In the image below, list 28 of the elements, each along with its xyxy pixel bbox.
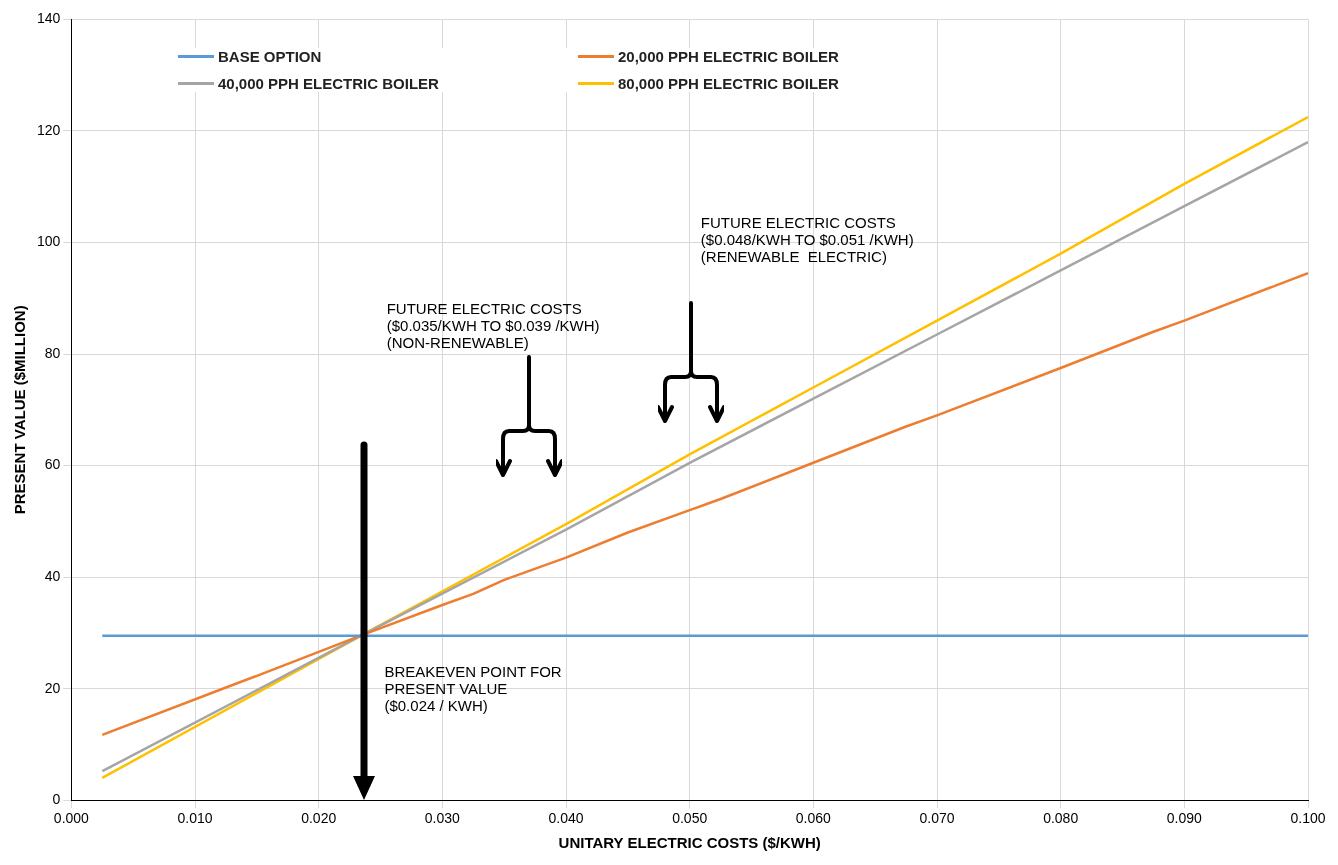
x-tick-label: 0.030 [424,810,461,827]
x-tick-label: 0.040 [548,810,584,827]
x-tick-label: 0.010 [177,810,213,827]
x-tick-label: 0.000 [53,810,90,827]
x-tick-label: 0.050 [672,810,708,827]
x-tick-label: 0.020 [301,810,337,827]
y-tick-label: 60 [44,456,61,473]
x-tick-label: 0.060 [795,810,832,827]
legend-label: 40,000 PPH ELECTRIC BOILER [218,75,439,92]
y-tick-label: 20 [44,679,61,696]
y-tick-label: 40 [44,567,61,584]
y-tick-label: 120 [37,121,61,138]
legend-label: 80,000 PPH ELECTRIC BOILER [618,75,839,92]
y-tick-label: 140 [37,10,61,27]
x-axis-title: UNITARY ELECTRIC COSTS ($/KWH) [558,834,821,852]
annotation: BREAKEVEN POINT FOR PRESENT VALUE ($0.024 / KWH) [384,662,562,714]
y-tick-label: 100 [37,233,61,250]
legend-label: 20,000 PPH ELECTRIC BOILER [618,48,839,65]
y-tick-label: 80 [44,344,61,361]
y-axis-title: PRESENT VALUE ($MILLION) [11,305,29,515]
annotation: FUTURE ELECTRIC COSTS ($0.048/KWH TO $0.051 /KWH) (RENEWABLE ELECTRIC) [700,213,914,265]
annotation: FUTURE ELECTRIC COSTS ($0.035/KWH TO $0.039 /KWH) (NON-RENEWABLE) [386,300,600,352]
x-tick-label: 0.090 [1166,810,1203,827]
x-tick-label: 0.080 [1043,810,1079,827]
x-tick-label: 0.070 [919,810,955,827]
legend-label: BASE OPTION [218,48,322,65]
x-tick-label: 0.100 [1290,810,1326,827]
y-tick-label: 0 [52,791,61,808]
